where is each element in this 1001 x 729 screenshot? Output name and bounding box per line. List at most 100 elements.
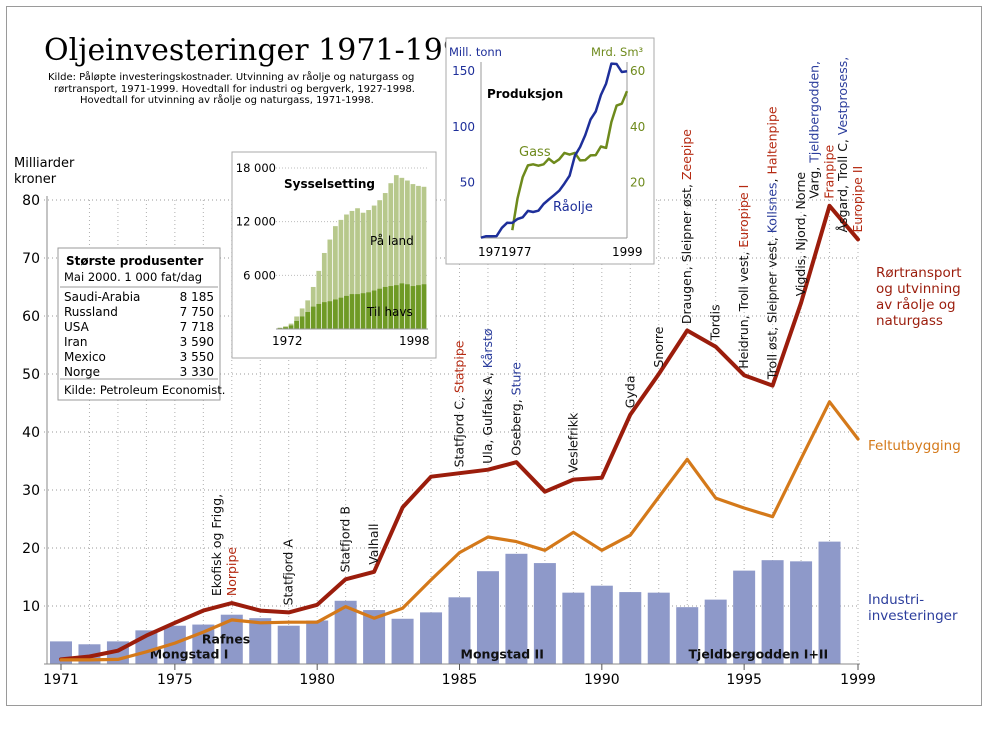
industry-bar xyxy=(647,592,670,664)
employment-sea-bar xyxy=(344,295,349,329)
y-axis-title-line-1: Milliarder xyxy=(14,156,75,171)
industry-bar xyxy=(277,625,300,664)
employment-x-label: 1972 xyxy=(272,334,303,348)
production-right-tick: 60 xyxy=(630,64,645,78)
employment-sea-bar xyxy=(338,297,344,329)
employment-sea-bar xyxy=(360,293,366,329)
production-x-label: 1999 xyxy=(612,245,643,259)
y-tick-label: 30 xyxy=(22,483,40,499)
project-annotation: Varg, Tjeldbergodden, xyxy=(807,61,822,199)
annotation-segment: Oseberg, xyxy=(508,395,523,455)
project-annotation: Tordis xyxy=(708,304,723,341)
industry-bar xyxy=(533,563,556,664)
annotation-segment: Snorre xyxy=(651,326,666,367)
producer-value: 3 590 xyxy=(180,335,214,349)
industry-bar xyxy=(761,560,784,664)
producers-table-title: Største produsenter xyxy=(66,254,203,268)
producer-value: 7 750 xyxy=(180,305,214,319)
production-right-tick: 20 xyxy=(630,175,645,189)
employment-inset: Sysselsetting 6 000 12 000 18 000 På land Ti… xyxy=(231,151,437,359)
production-x-label: 1977 xyxy=(501,245,532,259)
producer-value: 7 718 xyxy=(180,320,214,334)
employment-sea-bar xyxy=(399,283,405,329)
series-label: Industri- xyxy=(868,592,924,608)
project-annotation: Veslefrikk xyxy=(565,412,580,473)
annotation-segment: Kollsnes xyxy=(765,182,780,233)
employment-sea-bar xyxy=(321,302,327,329)
annotation-segment: Tjeldbergodden, xyxy=(807,61,822,164)
x-tick-label: 1975 xyxy=(157,672,193,688)
source-line-3: Hovedtall for utvinning av råolje og nat… xyxy=(80,93,374,106)
employment-inset-title: Sysselsetting xyxy=(284,177,375,191)
employment-land-bar xyxy=(371,205,377,329)
producer-country: Iran xyxy=(64,335,87,349)
employment-land-bar xyxy=(421,186,427,329)
chart-title: Oljeinvesteringer 1971-1999 xyxy=(44,33,481,68)
employment-sea-bar xyxy=(410,286,416,329)
source-line-1: Kilde: Påløpte investeringskostnader. Ut… xyxy=(48,70,414,83)
employment-sea-bar xyxy=(299,316,305,329)
project-annotation: Statfjord A xyxy=(281,539,296,606)
annotation-segment: Vestprosess, xyxy=(835,57,850,135)
industry-bar xyxy=(476,571,499,664)
producers-table-subtitle: Mai 2000. 1 000 fat/dag xyxy=(64,270,202,284)
x-tick-label: 1995 xyxy=(726,672,762,688)
industry-bar xyxy=(448,597,471,664)
x-tick-label: 1999 xyxy=(840,672,876,688)
employment-sea-bar xyxy=(405,284,410,329)
employment-y-tick: 6 000 xyxy=(243,268,276,282)
project-annotation: Heidrun, Troll vest, Europipe I xyxy=(736,185,751,369)
employment-sea-bar xyxy=(393,285,399,329)
employment-land-bar xyxy=(393,175,399,329)
producers-table: Største produsenter Mai 2000. 1 000 fat/… xyxy=(57,247,225,401)
employment-sea-label: Til havs xyxy=(366,305,413,319)
producer-country: Russland xyxy=(64,305,118,319)
project-annotation: Ekofisk og Frigg, xyxy=(209,494,224,596)
y-axis-title-line-2: kroner xyxy=(14,172,57,187)
producer-country: USA xyxy=(64,320,90,334)
employment-land-bar xyxy=(399,177,405,329)
employment-land-bar xyxy=(316,270,322,329)
annotation-segment: Franpipe xyxy=(822,144,837,198)
bar-label: Rafnes xyxy=(202,631,250,646)
annotation-segment: Vigdis, Njord, Norne xyxy=(793,172,808,297)
series-label: av råolje og xyxy=(876,296,956,313)
production-left-tick: 150 xyxy=(452,64,475,78)
axes: 10 20 30 40 50 60 70 80 1971 1975 1980 1985 1990 1995… xyxy=(22,193,876,688)
employment-sea-bar xyxy=(294,320,299,329)
employment-sea-bar xyxy=(333,299,338,329)
annotation-segment: Varg, xyxy=(807,163,822,199)
employment-land-bar xyxy=(377,200,383,329)
industry-bar xyxy=(334,600,357,664)
x-tick-label: 1985 xyxy=(442,672,478,688)
annotation-segment: Europipe II xyxy=(850,166,865,233)
x-tick-label: 1990 xyxy=(584,672,620,688)
employment-sea-bar xyxy=(316,303,322,329)
industry-bar xyxy=(306,620,329,664)
employment-land-bar xyxy=(321,252,327,329)
employment-land-bar xyxy=(349,210,355,329)
employment-land-bar xyxy=(416,185,421,329)
annotation-segment: Statfjord B xyxy=(338,506,353,572)
industry-bar xyxy=(391,618,414,664)
y-tick-label: 60 xyxy=(22,309,40,325)
employment-sea-bar xyxy=(327,301,333,329)
project-annotation: Valhall xyxy=(366,524,381,565)
annotation-segment: Norpipe xyxy=(224,547,239,596)
employment-sea-bar xyxy=(305,312,311,329)
oil-label: Råolje xyxy=(553,200,593,215)
project-annotation: Franpipe xyxy=(822,144,837,198)
y-tick-label: 10 xyxy=(22,599,40,615)
production-inset-title: Produksjon xyxy=(487,87,563,101)
production-right-axis-title: Mrd. Sm³ xyxy=(591,45,644,59)
field-development-line xyxy=(59,400,860,662)
annotation-segment: Statfjord C, xyxy=(452,393,467,467)
gas-label: Gass xyxy=(519,145,551,160)
project-annotation: Snorre xyxy=(651,326,666,367)
project-annotation: Åsgard, Troll C, Vestprosess, xyxy=(835,57,850,233)
employment-sea-bar xyxy=(377,288,383,329)
annotation-segment: Ula, Gulfaks A, xyxy=(480,368,495,464)
project-annotation: Norpipe xyxy=(224,547,239,596)
